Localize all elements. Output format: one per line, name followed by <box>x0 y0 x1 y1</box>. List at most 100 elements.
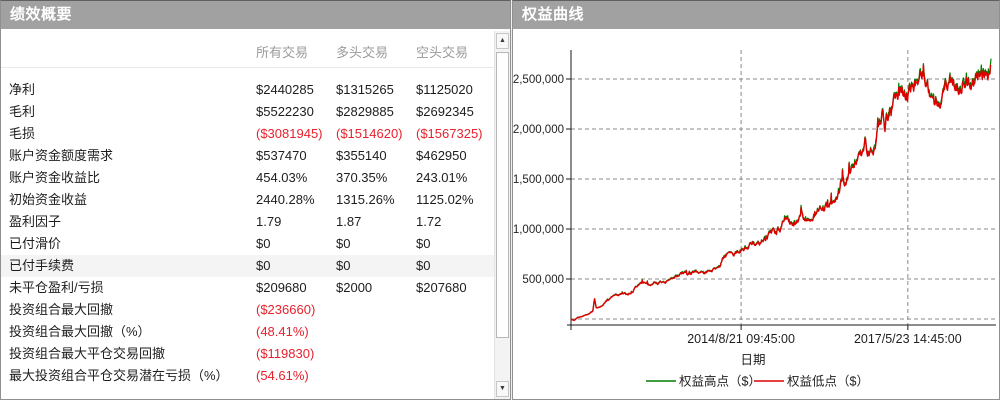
metric-value: $0 <box>336 258 351 273</box>
metric-value: 454.03% <box>256 170 308 185</box>
table-row[interactable]: 账户资金额度需求 $537470 $355140 $462950 <box>1 145 494 167</box>
metric-label: 投资组合最大回撤 <box>9 302 114 317</box>
scrollbar-up-button[interactable]: ▲ <box>496 33 509 49</box>
table-row[interactable]: 最大投资组合平仓交易潜在亏损（%） (54.61%) <box>1 365 494 387</box>
metric-label: 已付滑价 <box>9 236 62 251</box>
table-row[interactable]: 投资组合最大回撤（%） (48.41%) <box>1 321 494 343</box>
metric-value: $462950 <box>416 148 467 163</box>
x-axis-label: 2014/8/21 09:45:00 <box>687 332 795 346</box>
legend-label: 权益高点（$） <box>679 374 761 389</box>
metric-value: ($3081945) <box>256 126 323 141</box>
table-row[interactable]: 毛损 ($3081945) ($1514620) ($1567325) <box>1 123 494 145</box>
y-axis-label: 1,000,000 <box>513 224 564 236</box>
equity-low-line <box>570 64 992 321</box>
metric-value: $5522230 <box>256 104 314 119</box>
metric-value: $207680 <box>416 280 467 295</box>
metric-value <box>416 343 494 365</box>
chart-title: 权益曲线 <box>522 6 585 23</box>
metric-value <box>336 343 416 365</box>
metric-value: $0 <box>336 236 351 251</box>
metric-value <box>336 321 416 343</box>
metric-value: $355140 <box>336 148 387 163</box>
metric-value: 243.01% <box>416 170 468 185</box>
legend-label: 权益低点（$） <box>787 374 869 389</box>
performance-summary-panel: 绩效概要 所有交易 多头交易 空头交易 净利 $2440285 $1315265 $1… <box>0 0 511 400</box>
metric-value <box>416 321 494 343</box>
equity-curve-panel: 权益曲线 500,000 1,000,000 1,500,000 2,000,000 2… <box>512 0 1000 400</box>
performance-table: 所有交易 多头交易 空头交易 净利 $2440285 $1315265 $112502… <box>1 31 494 399</box>
metric-label: 投资组合最大平仓交易回撤 <box>9 346 166 361</box>
col-header-long-trades: 多头交易 <box>336 45 389 60</box>
metric-value <box>336 365 416 387</box>
table-row[interactable]: 已付滑价 $0 $0 $0 <box>1 233 494 255</box>
table-row[interactable]: 初始资金收益 2440.28% 1315.26% 1125.02% <box>1 189 494 211</box>
metric-label: 未平仓盈利/亏损 <box>9 280 104 295</box>
metric-label: 账户资金收益比 <box>9 170 101 185</box>
metric-label: 已付手续费 <box>9 258 75 273</box>
metric-value: $2692345 <box>416 104 474 119</box>
metric-value: 1125.02% <box>416 192 474 207</box>
metric-value: $2829885 <box>336 104 394 119</box>
table-row[interactable]: 毛利 $5522230 $2829885 $2692345 <box>1 101 494 123</box>
metric-label: 盈利因子 <box>9 214 62 229</box>
metric-value: $209680 <box>256 280 307 295</box>
table-row[interactable]: 盈利因子 1.79 1.87 1.72 <box>1 211 494 233</box>
col-header-all-trades: 所有交易 <box>256 45 309 60</box>
metric-value: 1.72 <box>416 214 442 229</box>
scrollbar-down-button[interactable]: ▼ <box>496 381 509 397</box>
metric-label: 账户资金额度需求 <box>9 148 114 163</box>
arrow-down-icon: ▼ <box>499 385 506 392</box>
x-axis-title: 日期 <box>740 353 765 367</box>
y-axis-label: 2,500,000 <box>513 74 564 86</box>
metric-value: $0 <box>416 236 431 251</box>
metric-value: ($236660) <box>256 302 316 317</box>
metric-value: 2440.28% <box>256 192 315 207</box>
metric-value: $2000 <box>336 280 373 295</box>
table-row[interactable]: 净利 $2440285 $1315265 $1125020 <box>1 79 494 101</box>
page-title: 绩效概要 <box>10 6 73 23</box>
x-axis-label: 2017/5/23 14:45:00 <box>854 332 962 346</box>
y-axis-label: 1,500,000 <box>513 174 564 186</box>
metric-value: (48.41%) <box>256 324 309 339</box>
table-row[interactable]: 未平仓盈利/亏损 $209680 $2000 $207680 <box>1 277 494 299</box>
table-header-row: 所有交易 多头交易 空头交易 <box>1 31 494 68</box>
metric-value: $1125020 <box>416 82 473 97</box>
metric-value <box>336 299 416 321</box>
table-body: 净利 $2440285 $1315265 $1125020 毛利 $5522230 $282… <box>1 79 494 387</box>
performance-panel-title: 绩效概要 <box>1 1 510 31</box>
metric-label: 毛损 <box>9 126 36 141</box>
metric-value: $0 <box>256 236 271 251</box>
metric-label: 初始资金收益 <box>9 192 88 207</box>
metric-value: $537470 <box>256 148 307 163</box>
scrollbar-thumb[interactable] <box>496 52 509 338</box>
metric-value: $1315265 <box>336 82 394 97</box>
table-row[interactable]: 投资组合最大回撤 ($236660) <box>1 299 494 321</box>
y-axis-label: 500,000 <box>522 274 564 286</box>
metric-value: $2440285 <box>256 82 314 97</box>
metric-value: 370.35% <box>336 170 388 185</box>
col-header-short-trades: 空头交易 <box>416 45 469 60</box>
equity-curve-svg: 500,000 1,000,000 1,500,000 2,000,000 2,500,… <box>513 50 996 389</box>
metric-label: 净利 <box>9 82 36 97</box>
equity-chart: 500,000 1,000,000 1,500,000 2,000,000 2,500,… <box>513 31 999 399</box>
metric-value <box>416 365 494 387</box>
metric-value: 1.87 <box>336 214 362 229</box>
metric-value: ($119830) <box>256 346 315 361</box>
table-row[interactable]: 已付手续费 $0 $0 $0 <box>1 255 494 277</box>
metric-value: $0 <box>416 258 431 273</box>
arrow-up-icon: ▲ <box>499 37 506 44</box>
metric-label: 投资组合最大回撤（%） <box>9 324 151 339</box>
y-axis-label: 2,000,000 <box>513 124 564 136</box>
metric-value: ($1567325) <box>416 126 483 141</box>
table-row[interactable]: 投资组合最大平仓交易回撤 ($119830) <box>1 343 494 365</box>
vertical-scrollbar[interactable]: ▲ ▼ <box>494 31 510 399</box>
metric-label: 毛利 <box>9 104 36 119</box>
metric-value: 1.79 <box>256 214 282 229</box>
table-row[interactable]: 账户资金收益比 454.03% 370.35% 243.01% <box>1 167 494 189</box>
equity-panel-title: 权益曲线 <box>513 1 999 31</box>
metric-value: 1315.26% <box>336 192 395 207</box>
metric-value: ($1514620) <box>336 126 403 141</box>
metric-value: (54.61%) <box>256 368 309 383</box>
metric-value: $0 <box>256 258 271 273</box>
